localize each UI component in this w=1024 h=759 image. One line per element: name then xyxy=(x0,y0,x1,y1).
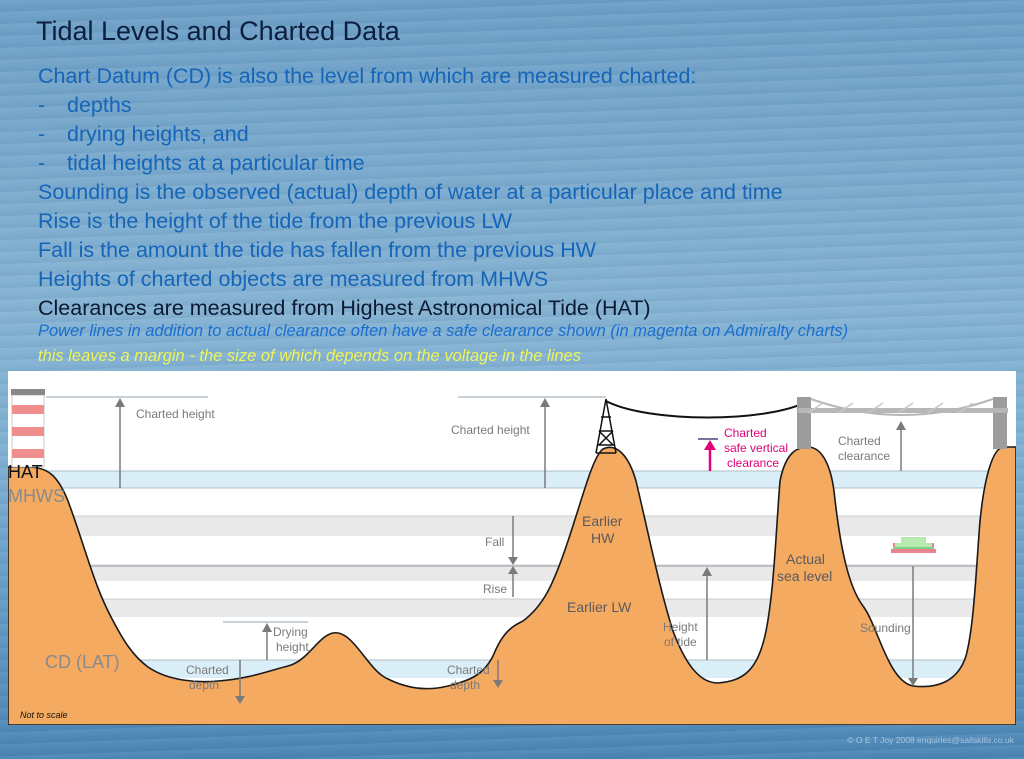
safe-clearance-labels: Charted safe vertical clearance xyxy=(724,426,788,470)
label-earlier-hw-1: Earlier xyxy=(582,513,623,529)
tidal-levels-diagram: HAT MHWS CD (LAT) Charted height Charted… xyxy=(8,371,1016,725)
band-fall xyxy=(8,516,1016,536)
label-mhws: MHWS xyxy=(8,486,65,506)
boat-icon xyxy=(891,537,936,553)
label-cd: CD (LAT) xyxy=(45,652,120,672)
label-charted-clearance-1: Charted xyxy=(838,434,881,448)
bullet-chart-datum: Chart Datum (CD) is also the level from … xyxy=(38,64,697,88)
bullet-rise: Rise is the height of the tide from the … xyxy=(38,209,513,233)
slide-title: Tidal Levels and Charted Data xyxy=(36,16,400,46)
copyright-notice: © O E T Joy 2008 enquiries@sailskills.co… xyxy=(847,735,1014,745)
label-charted-clearance-2: clearance xyxy=(838,449,890,463)
band-lw xyxy=(8,599,1016,617)
label-charted-depth-2a: Charted xyxy=(447,663,490,677)
bullet-sounding: Sounding is the observed (actual) depth … xyxy=(38,180,783,204)
label-actual-sea-1: Actual xyxy=(786,551,825,567)
bridge-icon xyxy=(797,397,1008,449)
pylon-icon xyxy=(595,398,617,454)
bullet-tidal-heights-text: tidal heights at a particular time xyxy=(67,151,365,175)
label-safe-clearance-3: clearance xyxy=(727,456,779,470)
label-height-of-tide-1: Height xyxy=(663,620,698,634)
label-safe-clearance-2: safe vertical xyxy=(724,441,788,455)
lighthouse-icon xyxy=(11,389,45,468)
label-charted-depth-1a: Charted xyxy=(186,663,229,677)
label-earlier-hw-2: HW xyxy=(591,530,615,546)
land-labels: Earlier HW Earlier LW Actual sea level xyxy=(567,513,832,615)
bullet-drying-heights: - drying heights, and xyxy=(38,120,783,149)
label-drying-height-2: height xyxy=(276,640,309,654)
label-charted-depth-2b: depth xyxy=(450,678,480,692)
label-charted-height-lighthouse: Charted height xyxy=(136,407,215,421)
dash-marker: - xyxy=(38,151,46,175)
note-power-lines: Power lines in addition to actual cleara… xyxy=(38,322,849,340)
measurement-arrows xyxy=(46,396,918,704)
label-earlier-lw: Earlier LW xyxy=(567,599,632,615)
band-hat xyxy=(8,471,1016,488)
bullet-heights: Heights of charted objects are measured … xyxy=(38,267,549,291)
bullet-tidal-heights: - tidal heights at a particular time xyxy=(38,149,783,178)
label-rise: Rise xyxy=(483,582,507,596)
label-drying-height-1: Drying xyxy=(273,625,308,639)
label-actual-sea-2: sea level xyxy=(777,568,832,584)
note-margin: this leaves a margin - the size of which… xyxy=(38,347,581,365)
label-height-of-tide-2: of tide xyxy=(664,635,697,649)
bullet-fall: Fall is the amount the tide has fallen f… xyxy=(38,238,597,262)
dash-marker: - xyxy=(38,93,46,117)
bullet-depths-text: depths xyxy=(67,93,132,117)
power-line-cable xyxy=(605,400,809,419)
bullet-clearances: Clearances are measured from Highest Ast… xyxy=(38,296,651,320)
bullet-list: Chart Datum (CD) is also the level from … xyxy=(38,62,783,323)
safe-clearance-marker xyxy=(698,438,718,471)
bullet-depths: - depths xyxy=(38,91,783,120)
land-profile xyxy=(8,446,1016,725)
label-charted-depth-1b: depth xyxy=(189,678,219,692)
not-to-scale-note: Not to scale xyxy=(20,710,68,720)
label-hat: HAT xyxy=(8,462,43,482)
label-charted-height-pylon: Charted height xyxy=(451,423,530,437)
dash-marker: - xyxy=(38,122,46,146)
label-safe-clearance-1: Charted xyxy=(724,426,767,440)
label-fall: Fall xyxy=(485,535,504,549)
diagram-labels: Charted height Charted height Fall Rise … xyxy=(136,407,911,692)
label-sounding: Sounding xyxy=(860,621,911,635)
bullet-drying-heights-text: drying heights, and xyxy=(67,122,249,146)
